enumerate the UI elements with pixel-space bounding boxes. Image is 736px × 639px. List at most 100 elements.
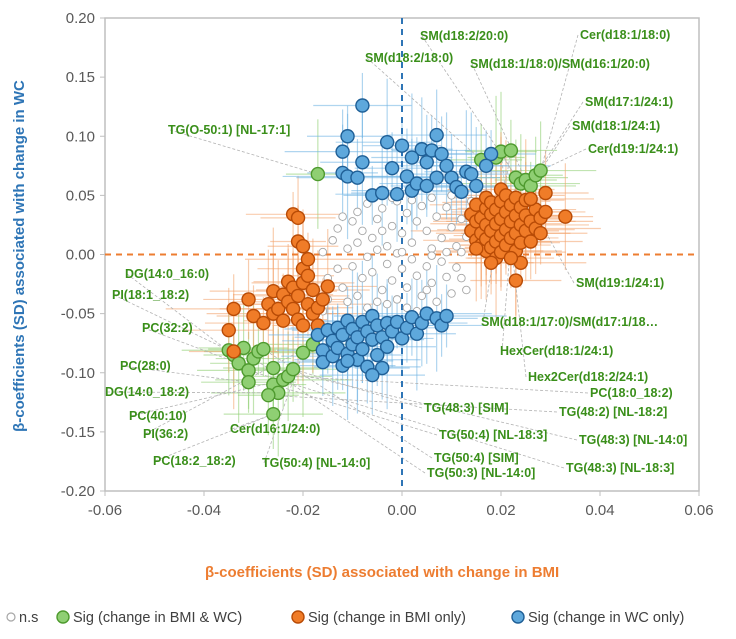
- data-point-ns: [338, 283, 347, 292]
- legend-marker-wc: [511, 610, 525, 624]
- data-point-wc: [419, 178, 434, 194]
- annotation-label: SM(d19:1/24:1): [576, 276, 664, 290]
- annotation-label: SM(d18:2/18:0): [365, 51, 453, 65]
- annotation-label: PI(36:2): [143, 427, 188, 441]
- data-point-wc: [439, 308, 454, 324]
- annotation-label: Cer(d18:1/18:0): [580, 28, 670, 42]
- annotation-label: TG(50:3) [NL-14:0]: [427, 466, 535, 480]
- data-point-ns: [402, 283, 412, 292]
- y-tick-label: -0.15: [61, 424, 95, 441]
- annotation-label: PI(18:1_18:2): [112, 288, 189, 302]
- data-point-bmi: [533, 226, 548, 241]
- annotation-leader: [121, 365, 249, 383]
- annotation-leader: [154, 413, 274, 462]
- annotation-leader: [530, 125, 571, 187]
- data-point-bmi: [241, 292, 256, 307]
- annotation-leader: [421, 35, 522, 184]
- data-point-ns: [353, 238, 362, 247]
- annotation-label: TG(50:4) [SIM]: [434, 451, 519, 465]
- x-tick-label: -0.02: [286, 502, 320, 519]
- annotation-label: SM(d17:1/24:1): [585, 95, 673, 109]
- annotation-label: SM(d18:1/17:0)/SM(d17:1/18…: [481, 315, 658, 329]
- x-tick-label: -0.06: [88, 502, 122, 519]
- data-point-ns: [382, 241, 392, 251]
- data-point-bmi: [320, 279, 335, 294]
- data-point-ns: [353, 291, 362, 301]
- data-point-ns: [358, 273, 367, 283]
- data-point-bmi: [503, 250, 519, 266]
- data-point-wc: [370, 347, 385, 363]
- annotation-label: PC(32:2): [142, 321, 193, 335]
- annotation-leader: [500, 151, 527, 378]
- annotation-leader: [248, 370, 565, 469]
- x-axis-title: β-coefficients (SD) associated with chan…: [205, 564, 559, 581]
- data-point-bmi: [271, 301, 286, 317]
- data-point-ns: [373, 245, 382, 255]
- data-point-ns: [373, 297, 382, 307]
- data-point-both: [266, 406, 281, 422]
- data-point-ns: [407, 238, 417, 247]
- annotation-leader: [130, 379, 284, 417]
- data-point-bmi: [226, 344, 241, 359]
- y-tick-label: 0.05: [66, 187, 95, 204]
- annotation-leader: [231, 413, 274, 430]
- annotation-label: TG(50:4) [NL-14:0]: [262, 456, 370, 470]
- annotation-label: TG(O-50:1) [NL-17:1]: [168, 123, 290, 137]
- data-point-ns: [382, 299, 392, 309]
- x-tick-label: 0.04: [585, 502, 614, 519]
- data-point-wc: [429, 127, 444, 143]
- annotation-label: TG(48:3) [SIM]: [424, 401, 509, 415]
- annotation-leader: [169, 129, 318, 175]
- data-point-bmi: [295, 318, 311, 333]
- data-point-ns: [343, 297, 352, 307]
- data-point-bmi: [300, 252, 316, 267]
- annotation-label: TG(48:2) [NL-18:2]: [559, 405, 667, 419]
- legend-label-wc: Sig (change in WC only): [528, 610, 684, 626]
- data-point-ns: [387, 221, 397, 231]
- data-point-ns: [377, 285, 387, 295]
- annotation-label: PC(28:0): [120, 359, 171, 373]
- annotation-label: Cer(d16:1/24:0): [230, 422, 320, 436]
- data-point-bmi: [538, 185, 553, 201]
- y-tick-label: -0.20: [61, 483, 95, 500]
- y-tick-label: 0.00: [66, 247, 95, 264]
- data-point-bmi: [290, 210, 306, 226]
- data-point-ns: [452, 263, 461, 272]
- data-point-ns: [412, 217, 422, 226]
- data-point-ns: [353, 207, 362, 217]
- legend-marker-both: [56, 610, 70, 624]
- annotation-label: SM(d18:1/24:1): [572, 119, 660, 133]
- data-point-ns: [427, 251, 436, 260]
- annotation-leader: [366, 57, 482, 161]
- data-point-bmi: [295, 239, 311, 254]
- legend: n.s Sig (change in BMI & WC) Sig (change…: [6, 610, 684, 626]
- data-point-ns: [358, 226, 367, 236]
- data-point-wc: [365, 367, 380, 383]
- data-point-ns: [442, 202, 451, 212]
- data-point-both: [266, 360, 281, 376]
- legend-label-both: Sig (change in BMI & WC): [73, 610, 242, 626]
- data-point-both: [310, 166, 326, 182]
- data-point-ns: [432, 212, 441, 221]
- data-point-ns: [402, 303, 412, 312]
- data-point-ns: [392, 295, 402, 304]
- data-point-bmi: [276, 313, 291, 328]
- annotations: SM(d18:2/20:0) Cer(d18:1/18:0) SM(d18:2/…: [105, 28, 687, 480]
- x-tick-label: 0.06: [684, 502, 713, 519]
- data-point-both: [261, 388, 276, 403]
- annotation-label: TG(48:3) [NL-18:3]: [566, 461, 674, 475]
- annotation-leader: [535, 101, 584, 176]
- x-tick-label: -0.04: [187, 502, 221, 519]
- data-point-bmi: [300, 268, 316, 283]
- annotation-label: TG(48:3) [NL-14:0]: [579, 433, 687, 447]
- data-point-ns: [462, 285, 471, 295]
- data-point-wc: [379, 339, 395, 354]
- data-point-both: [256, 341, 271, 357]
- annotation-leader: [292, 368, 423, 409]
- data-point-ns: [427, 193, 436, 202]
- data-point-bmi: [305, 282, 321, 298]
- legend-label-ns: n.s: [19, 610, 38, 626]
- data-point-ns: [442, 272, 451, 282]
- data-point-bmi: [246, 308, 261, 324]
- data-point-ns: [387, 276, 397, 285]
